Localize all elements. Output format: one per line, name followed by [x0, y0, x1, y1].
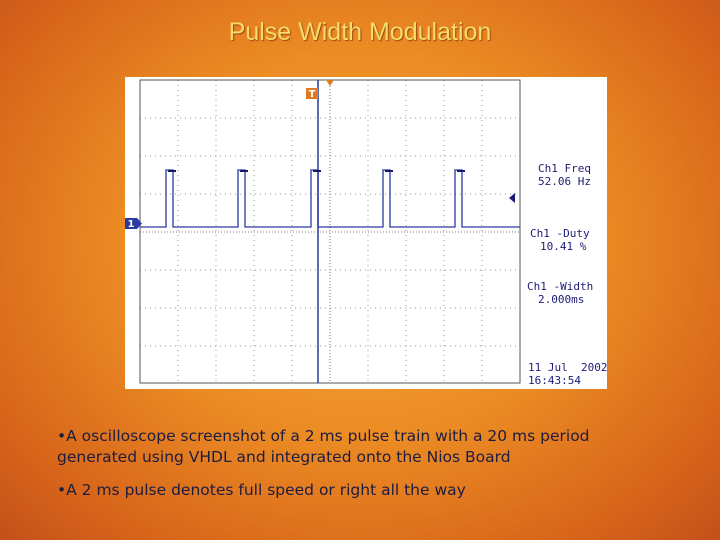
slide-title: Pulse Width Modulation [228, 18, 492, 46]
duty-value: 10.41 % [540, 240, 587, 253]
trigger-position-marker [326, 80, 334, 86]
freq-value: 52.06 Hz [538, 175, 591, 188]
bullet-text: •A 2 ms pulse denotes full speed or righ… [57, 481, 466, 499]
date: 11 Jul 2002 [528, 361, 607, 374]
channel-marker-arrow [137, 218, 142, 229]
width-value: 2.000ms [538, 293, 584, 306]
center-axes [140, 80, 520, 383]
channel-label: 1 [128, 219, 135, 230]
width-label: Ch1 -Width [527, 280, 593, 293]
freq-label: Ch1 Freq [538, 162, 591, 175]
readout-pointer [509, 193, 515, 203]
trigger-marker [306, 88, 318, 99]
bullet-text: •A oscilloscope screenshot of a 2 ms pul… [57, 427, 590, 466]
channel-marker [125, 218, 137, 229]
time: 16:43:54 [528, 374, 581, 387]
trigger-label: T [309, 89, 316, 100]
duty-label: Ch1 -Duty [530, 227, 590, 240]
screen-panel [125, 77, 607, 389]
